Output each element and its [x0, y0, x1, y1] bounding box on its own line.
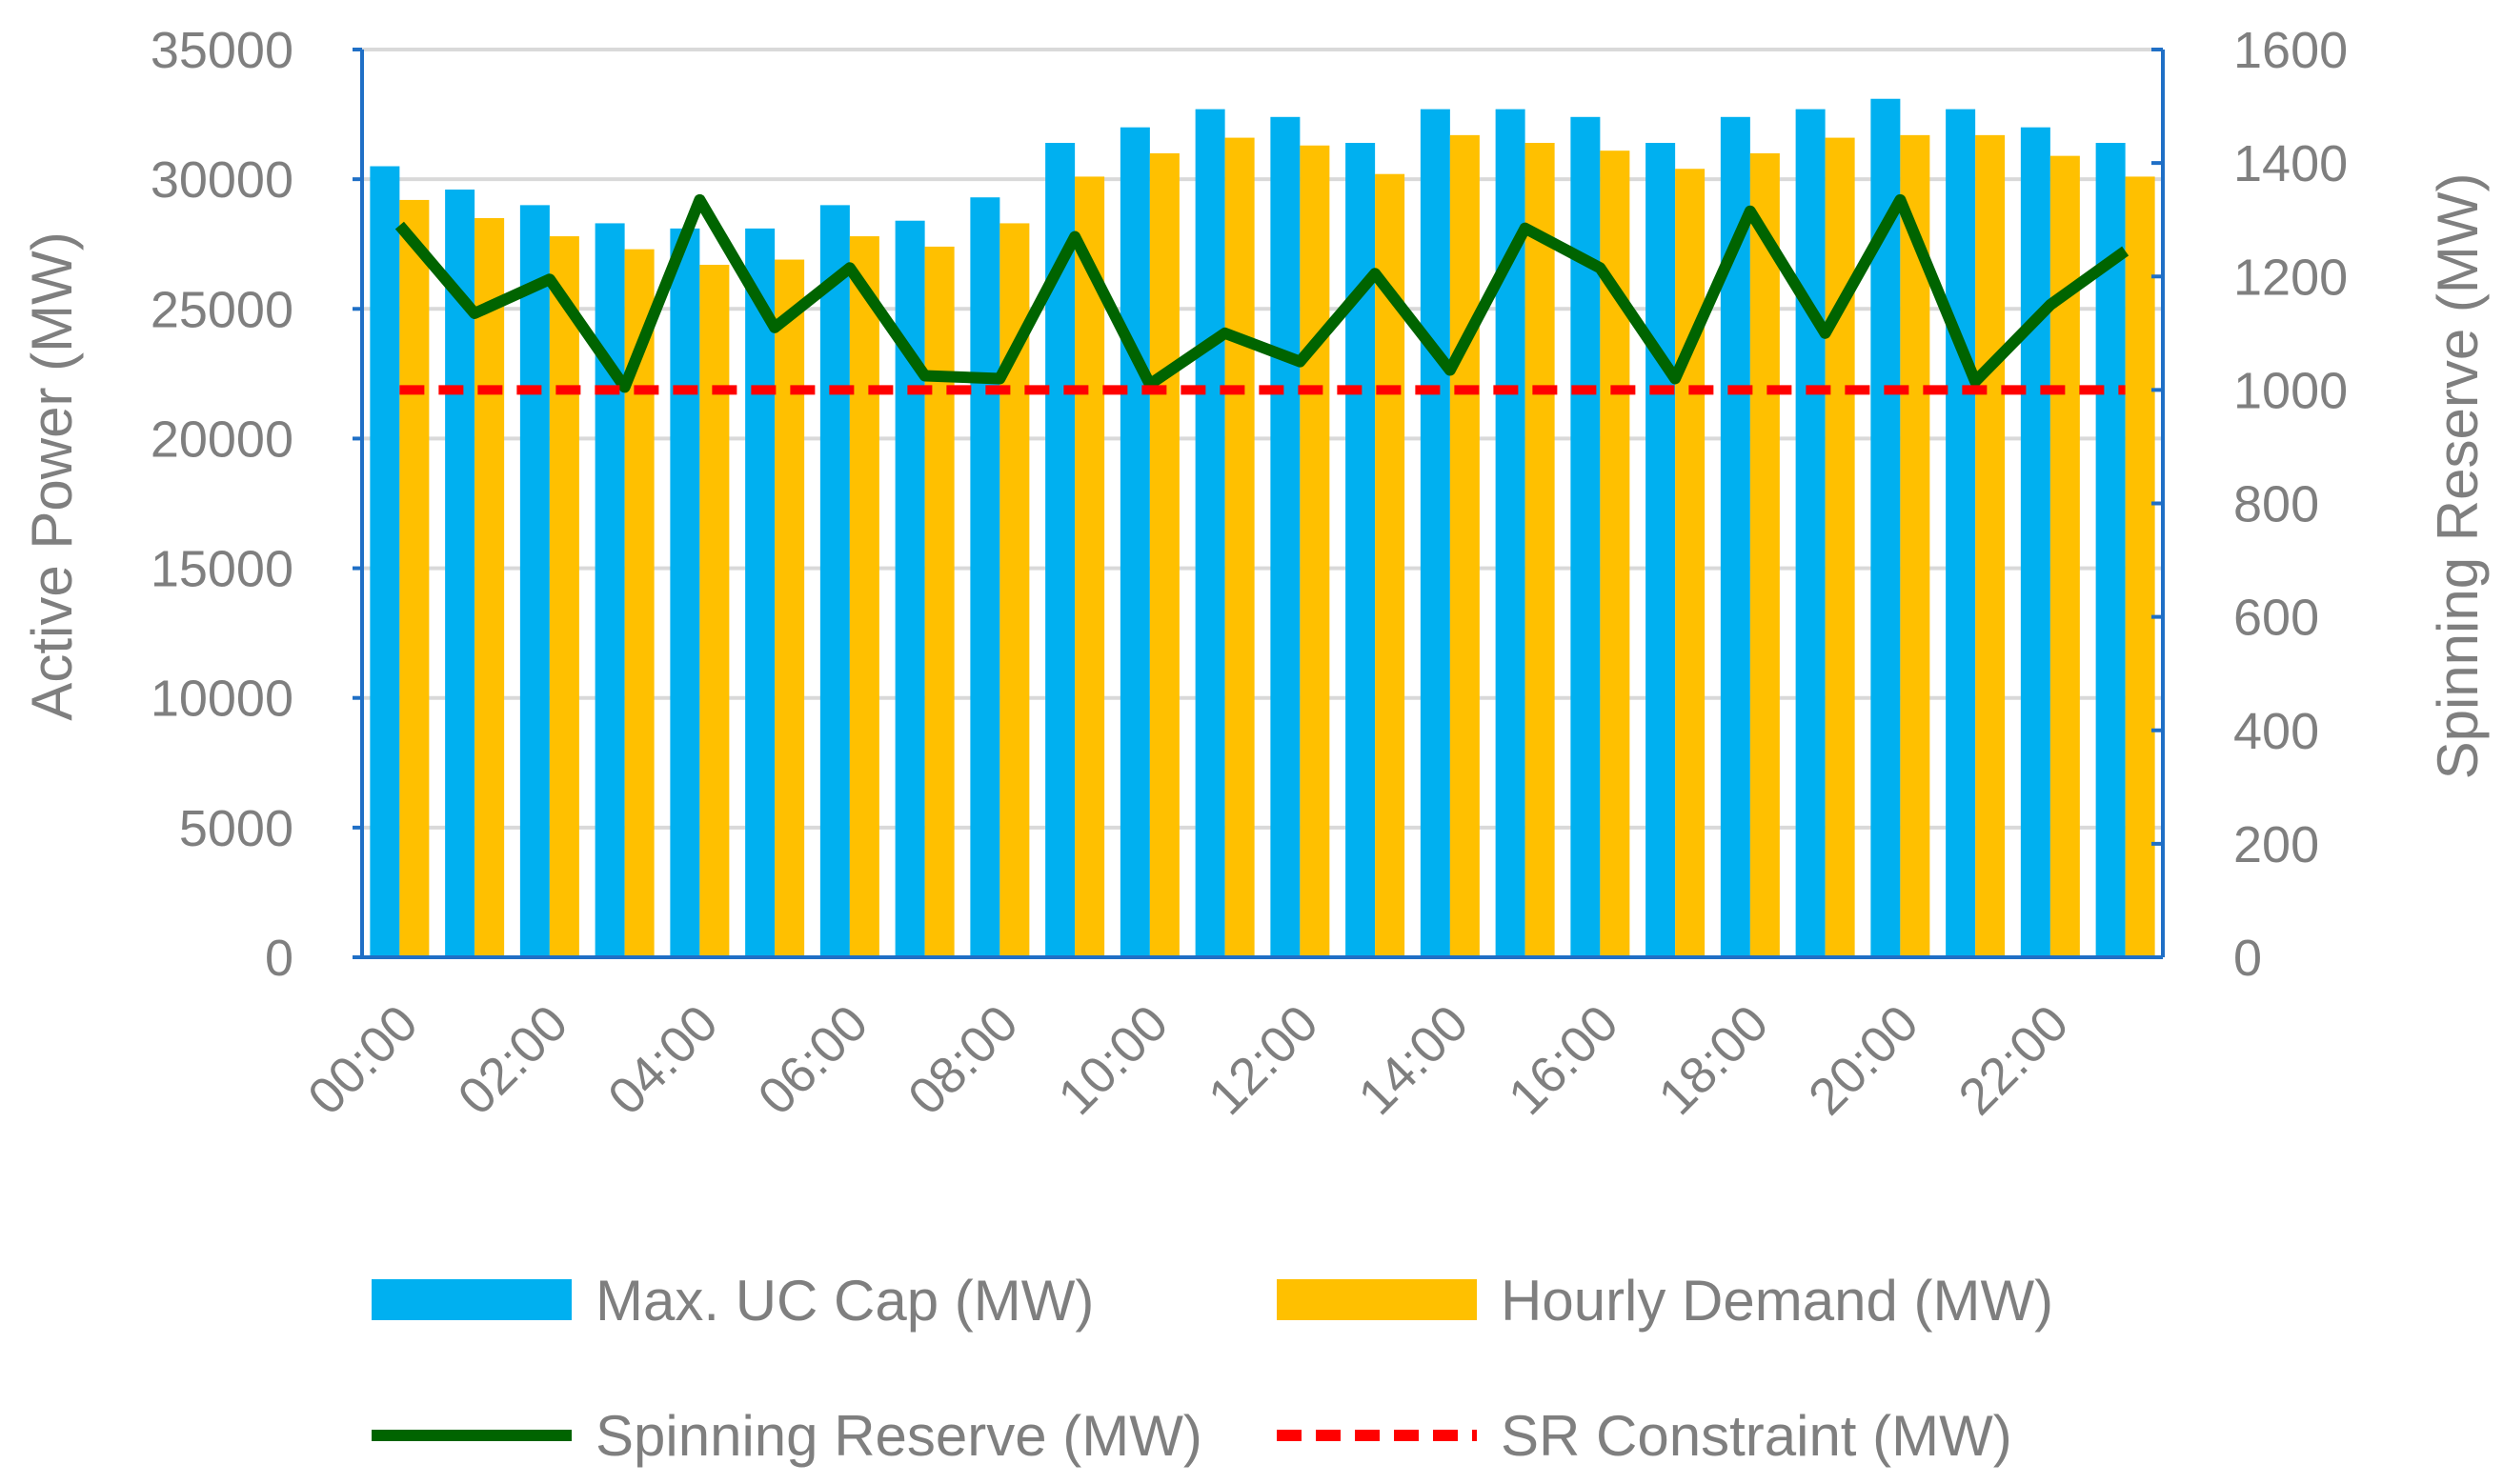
x-tick-label: 00:00	[297, 994, 429, 1126]
x-tick-label: 16:00	[1498, 994, 1629, 1126]
x-tick-label: 14:00	[1347, 994, 1479, 1126]
series-lines	[394, 193, 2130, 395]
y2-axis-title: Spinning Reserve (MW)	[2426, 173, 2490, 780]
bar-max-uc-cap	[445, 190, 475, 957]
bar-hourly-demand	[1975, 134, 2006, 958]
x-tick-label: 08:00	[898, 994, 1029, 1126]
bar-max-uc-cap	[819, 205, 850, 957]
x-tick-label: 22:00	[1948, 994, 2079, 1126]
legend-label-max-uc-cap: Max. UC Cap (MW)	[595, 1269, 1094, 1333]
series-line-spinning-reserve	[394, 193, 2130, 393]
bar-hourly-demand	[2125, 176, 2155, 958]
legend-label-hourly-demand: Hourly Demand (MW)	[1501, 1269, 2053, 1333]
y2-tick-label: 400	[2233, 703, 2319, 760]
y2-tick-label: 0	[2233, 930, 2262, 987]
bar-max-uc-cap	[670, 228, 700, 957]
y-tick-label: 20000	[151, 411, 293, 468]
bar-max-uc-cap	[1570, 116, 1601, 957]
bar-hourly-demand	[699, 264, 730, 957]
legend-swatch-max-uc-cap	[372, 1279, 572, 1320]
bar-max-uc-cap	[1120, 127, 1150, 957]
bar-max-uc-cap	[1345, 143, 1376, 958]
bar-max-uc-cap	[1645, 143, 1676, 958]
x-tick-label: 12:00	[1198, 994, 1329, 1126]
y-tick-label: 25000	[151, 281, 293, 338]
bar-max-uc-cap	[970, 197, 1000, 957]
bar-max-uc-cap	[370, 166, 400, 957]
bar-max-uc-cap	[1195, 109, 1225, 957]
gridlines	[362, 48, 2163, 830]
bar-hourly-demand	[1749, 152, 1780, 957]
bar-max-uc-cap	[2095, 143, 2126, 958]
bar-hourly-demand	[1825, 137, 1855, 957]
y-axis-title: Active Power (MW)	[20, 231, 84, 720]
bar-hourly-demand	[474, 217, 505, 957]
y2-tick-label: 1400	[2233, 135, 2348, 192]
bar-max-uc-cap	[519, 205, 550, 957]
bar-max-uc-cap	[595, 223, 625, 958]
y-tick-label: 35000	[151, 22, 293, 79]
bar-max-uc-cap	[745, 228, 776, 957]
bar-max-uc-cap	[1795, 109, 1826, 957]
bar-hourly-demand	[1300, 145, 1330, 957]
bar-max-uc-cap	[1946, 109, 1976, 957]
bar-hourly-demand	[2049, 155, 2080, 957]
bar-hourly-demand	[775, 259, 805, 958]
x-tick-label: 20:00	[1798, 994, 1929, 1126]
x-tick-label: 06:00	[747, 994, 878, 1126]
bar-hourly-demand	[849, 236, 879, 957]
bar-max-uc-cap	[1270, 116, 1301, 957]
y2-tick-label: 200	[2233, 816, 2319, 873]
bar-hourly-demand	[1149, 152, 1180, 957]
bar-max-uc-cap	[2020, 127, 2050, 957]
x-tick-label: 10:00	[1047, 994, 1179, 1126]
y-tick-label: 15000	[151, 541, 293, 598]
legend-label-spinning-reserve: Spinning Reserve (MW)	[595, 1404, 1202, 1468]
x-tick-label: 02:00	[447, 994, 578, 1126]
y2-tick-label: 600	[2233, 590, 2319, 647]
legend: Max. UC Cap (MW) Hourly Demand (MW) Spin…	[372, 1269, 2053, 1468]
bar-hourly-demand	[1449, 134, 1480, 958]
x-tick-label: 18:00	[1647, 994, 1779, 1126]
legend-label-sr-constraint: SR Constraint (MW)	[1501, 1404, 2012, 1468]
y2-tick-label: 1600	[2233, 22, 2348, 79]
bar-hourly-demand	[1224, 137, 1255, 957]
bar-hourly-demand	[399, 199, 430, 957]
y-tick-label: 0	[265, 930, 293, 987]
bar-hourly-demand	[1524, 143, 1555, 958]
bar-max-uc-cap	[1420, 109, 1450, 957]
x-tick-label: 04:00	[597, 994, 729, 1126]
y2-tick-label: 800	[2233, 476, 2319, 533]
bar-hourly-demand	[924, 246, 955, 957]
y2-tick-label: 1200	[2233, 249, 2348, 306]
bar-hourly-demand	[1075, 176, 1105, 958]
axes	[353, 48, 2165, 959]
y2-tick-label: 1000	[2233, 362, 2348, 419]
bar-hourly-demand	[1675, 169, 1706, 957]
y-tick-label: 5000	[179, 800, 293, 857]
legend-swatch-hourly-demand	[1277, 1279, 1477, 1320]
bars	[370, 98, 2155, 958]
bar-hourly-demand	[549, 236, 579, 957]
y-tick-label: 10000	[151, 671, 293, 728]
y-tick-label: 30000	[151, 151, 293, 209]
